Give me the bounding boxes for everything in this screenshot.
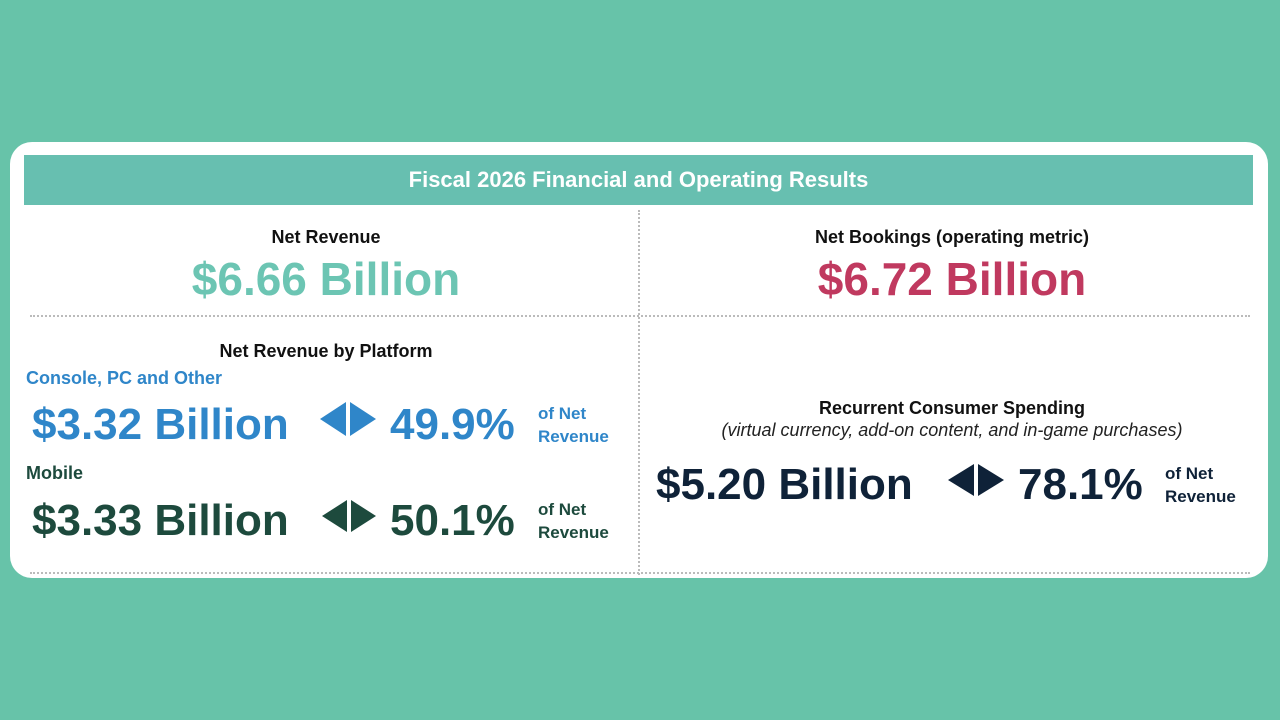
platform-note: of Net Revenue xyxy=(538,404,609,446)
net-revenue-label: Net Revenue xyxy=(271,227,381,247)
recurrent-amount: $5.20 Billion xyxy=(656,460,913,509)
arrow-icon xyxy=(322,500,376,532)
arrow-icon xyxy=(948,464,1004,496)
net-bookings-value: $6.72 Billion xyxy=(817,253,1087,305)
divider xyxy=(638,210,640,575)
recurrent-share: 78.1% xyxy=(1018,460,1143,509)
platform-amount: $3.33 Billion xyxy=(32,496,289,545)
platform-amount: $3.32 Billion xyxy=(32,400,289,449)
recurrent-subtitle: (virtual currency, add-on content, and i… xyxy=(721,420,1183,440)
divider xyxy=(30,572,1250,574)
divider xyxy=(30,315,1250,317)
platform-name: Console, PC and Other xyxy=(26,368,223,388)
platform-name: Mobile xyxy=(26,463,83,483)
header-title: Fiscal 2026 Financial and Operating Resu… xyxy=(24,155,1253,205)
recurrent-title: Recurrent Consumer Spending xyxy=(818,398,1086,418)
net-bookings-label: Net Bookings (operating metric) xyxy=(814,227,1090,247)
platform-share: 49.9% xyxy=(390,400,515,449)
platform-share: 50.1% xyxy=(390,496,515,545)
platform-title: Net Revenue by Platform xyxy=(219,341,433,361)
net-revenue-value: $6.66 Billion xyxy=(191,253,461,305)
recurrent-note: of Net Revenue xyxy=(1165,464,1236,506)
platform-note: of Net Revenue xyxy=(538,500,609,542)
arrow-icon xyxy=(320,402,376,436)
